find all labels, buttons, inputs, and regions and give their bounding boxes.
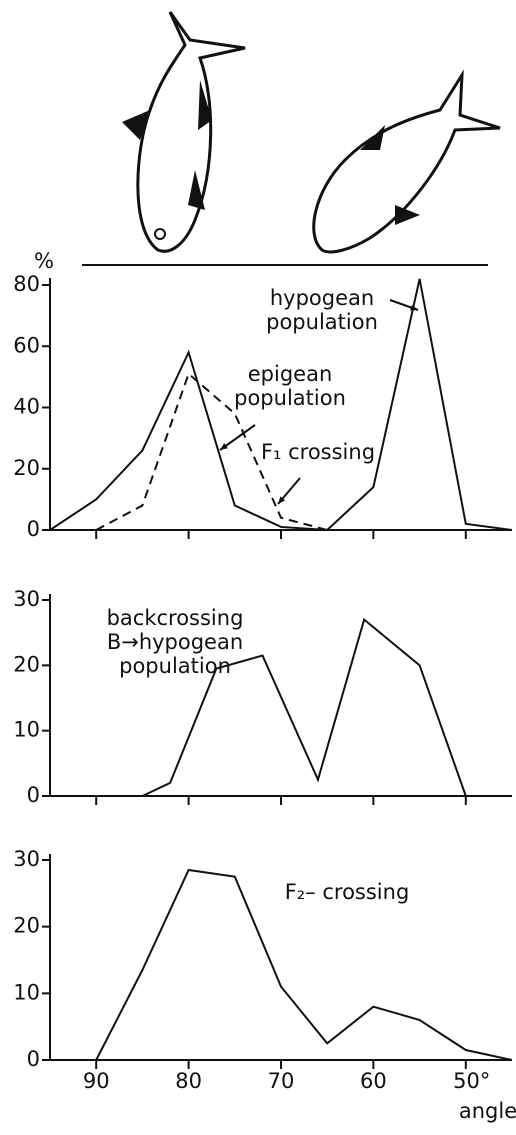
- arrow-head: [278, 496, 286, 504]
- x-axis-label: angle: [459, 1099, 516, 1123]
- x-tick-label: 70: [268, 1069, 295, 1093]
- x-tick-label: 80: [175, 1069, 202, 1093]
- y-tick-label: 20: [13, 652, 40, 676]
- series-label: F₂– crossing: [284, 880, 410, 904]
- y-axis-label: %: [34, 249, 54, 273]
- y-tick-label: 0: [27, 517, 40, 541]
- line: [49, 349, 328, 531]
- series-label: epigean population: [234, 362, 346, 410]
- x-tick-label: 60: [360, 1069, 387, 1093]
- y-tick-label: 30: [13, 587, 40, 611]
- x-tick-label: 50°: [453, 1069, 490, 1093]
- y-tick-label: 60: [13, 333, 40, 357]
- y-tick-label: 10: [13, 718, 40, 742]
- y-tick-label: 30: [13, 847, 40, 871]
- y-tick-label: 0: [27, 783, 40, 807]
- y-tick-label: 40: [13, 395, 40, 419]
- line: [141, 617, 467, 797]
- line: [326, 278, 513, 531]
- arrow-head: [220, 443, 228, 450]
- x-tick-label: 90: [83, 1069, 110, 1093]
- y-tick-label: 10: [13, 980, 40, 1004]
- arrow-head: [410, 304, 418, 311]
- y-tick-label: 20: [13, 914, 40, 938]
- fish-illustrations: [82, 11, 501, 266]
- y-tick-label: 0: [27, 1047, 40, 1071]
- series-label: backcrossing B→hypogean population: [106, 606, 244, 678]
- y-tick-label: 20: [13, 456, 40, 480]
- y-tick-label: 80: [13, 272, 40, 296]
- line: [95, 868, 513, 1061]
- series-label: hypogean population: [266, 286, 378, 334]
- series-label: F₁ crossing: [260, 440, 376, 464]
